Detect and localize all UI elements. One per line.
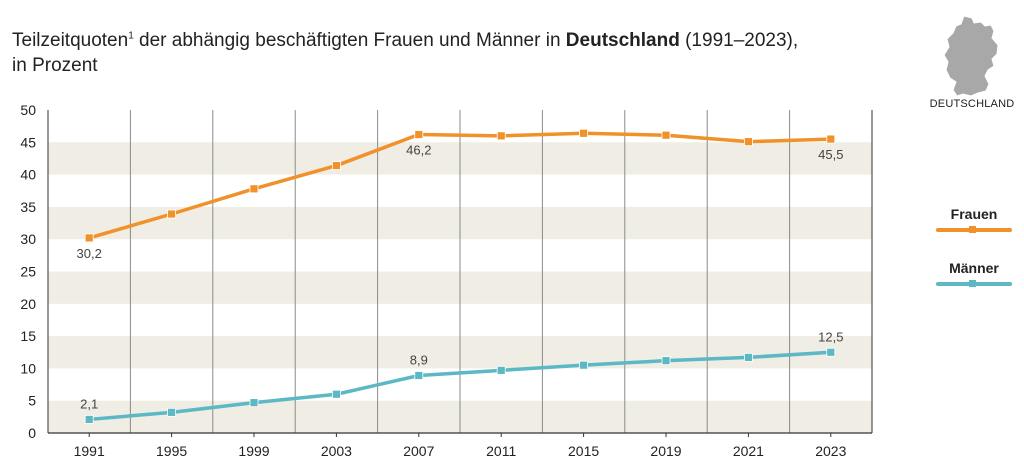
legend-label-frauen: Frauen: [950, 206, 998, 222]
y-tick-label-45: 45: [20, 134, 36, 150]
legend-marker-frauen: [969, 226, 976, 233]
y-tick-label-15: 15: [20, 328, 36, 344]
chart-title: Teilzeitquoten1 der abhängig beschäftigt…: [12, 28, 872, 78]
data-point-frauen-2007: [414, 130, 424, 139]
x-tick-label-1999: 1999: [238, 443, 269, 459]
x-tick-label-1991: 1991: [74, 443, 105, 459]
data-point-frauen-2021: [744, 137, 753, 147]
data-point-maenner-1995: [167, 407, 177, 417]
data-point-maenner-1991: [84, 415, 94, 424]
title-line2: in Prozent: [12, 55, 98, 76]
data-point-frauen-1999: [249, 184, 259, 194]
data-point-maenner-2019: [661, 356, 671, 366]
data-point-frauen-2003: [331, 161, 341, 170]
legend-label-maenner: Männer: [949, 260, 999, 276]
title-footnote-marker: 1: [128, 30, 134, 42]
x-tick-label-2007: 2007: [403, 443, 434, 459]
title-part3: (1991–2023),: [679, 30, 799, 51]
series-line-frauen: [87, 131, 833, 240]
legend-item-maenner: Männer: [936, 260, 1012, 287]
germany-map-icon: [928, 14, 1016, 124]
y-tick-label-10: 10: [20, 360, 36, 376]
legend-line-frauen: [936, 226, 1012, 233]
data-point-frauen-2015: [579, 128, 588, 138]
series-line-maenner: [87, 350, 833, 422]
legend-marker-maenner: [969, 280, 976, 287]
data-point-maenner-2007: [414, 371, 424, 380]
legend-line-maenner: [936, 280, 1012, 287]
data-point-maenner-2011: [496, 365, 506, 375]
data-point-frauen-1991: [84, 233, 94, 243]
legend-item-frauen: Frauen: [936, 206, 1012, 233]
data-point-frauen-2023: [826, 134, 836, 144]
data-point-frauen-2019: [661, 130, 671, 140]
x-tick-label-2023: 2023: [815, 443, 846, 459]
data-label-maenner-2007: 8,9: [410, 353, 428, 368]
data-point-frauen-2011: [496, 131, 506, 141]
data-point-maenner-2021: [744, 353, 753, 362]
y-tick-label-0: 0: [28, 425, 36, 441]
y-tick-label-35: 35: [20, 199, 36, 215]
y-tick-label-50: 50: [20, 102, 36, 118]
germany-map-shape: [943, 15, 999, 97]
data-label-frauen-2007: 46,2: [406, 143, 431, 158]
data-point-maenner-2023: [826, 347, 836, 357]
y-tick-label-25: 25: [20, 264, 36, 280]
data-label-frauen-1991: 30,2: [77, 246, 102, 261]
x-tick-label-2015: 2015: [568, 443, 599, 459]
data-point-maenner-2015: [579, 360, 588, 370]
x-tick-label-2021: 2021: [733, 443, 764, 459]
title-part2: der abhängig beschäftigten Frauen und Mä…: [133, 30, 566, 51]
title-part1: Teilzeitquoten: [12, 30, 129, 51]
x-tick-label-1995: 1995: [156, 443, 187, 459]
y-tick-label-5: 5: [28, 393, 36, 409]
y-tick-label-40: 40: [20, 167, 36, 183]
data-point-frauen-1995: [167, 209, 177, 219]
map-label: DEUTSCHLAND: [929, 98, 1015, 110]
data-label-frauen-2023: 45,5: [818, 147, 843, 162]
title-country: Deutschland: [565, 30, 680, 51]
y-tick-label-20: 20: [20, 296, 36, 312]
x-tick-label-2011: 2011: [486, 443, 516, 459]
data-point-maenner-1999: [249, 398, 259, 408]
x-tick-label-2019: 2019: [650, 443, 681, 459]
y-tick-label-30: 30: [20, 231, 36, 247]
x-tick-label-2003: 2003: [321, 443, 352, 459]
data-point-maenner-2003: [331, 389, 341, 399]
data-label-maenner-2023: 12,5: [818, 329, 843, 344]
data-label-maenner-1991: 2,1: [80, 396, 98, 411]
